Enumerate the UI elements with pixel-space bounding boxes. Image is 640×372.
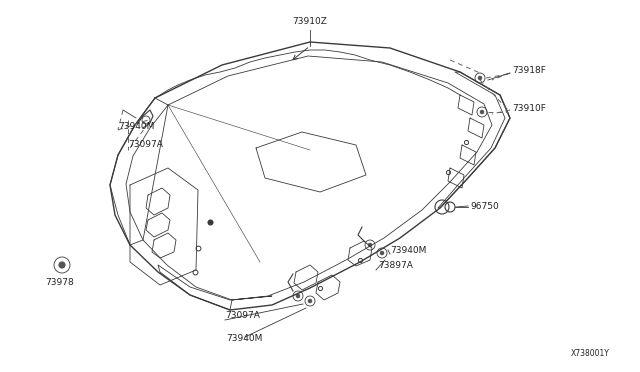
Text: 73918F: 73918F — [512, 65, 546, 74]
Text: 73910Z: 73910Z — [292, 17, 328, 26]
Circle shape — [477, 76, 483, 80]
Text: 73978: 73978 — [45, 278, 74, 287]
Circle shape — [368, 243, 372, 247]
Text: X738001Y: X738001Y — [571, 349, 610, 358]
Circle shape — [296, 294, 300, 298]
Circle shape — [58, 262, 66, 269]
Text: 73910F: 73910F — [512, 103, 546, 112]
Circle shape — [380, 251, 384, 255]
Text: 96750: 96750 — [470, 202, 499, 211]
Text: 73940M: 73940M — [226, 334, 262, 343]
Text: 73940M: 73940M — [390, 246, 426, 254]
Text: 73097A: 73097A — [128, 140, 163, 148]
Text: 73097A: 73097A — [225, 311, 260, 321]
Text: 73897A: 73897A — [378, 262, 413, 270]
Text: 73940M: 73940M — [118, 122, 154, 131]
Circle shape — [308, 299, 312, 303]
Circle shape — [480, 110, 484, 114]
